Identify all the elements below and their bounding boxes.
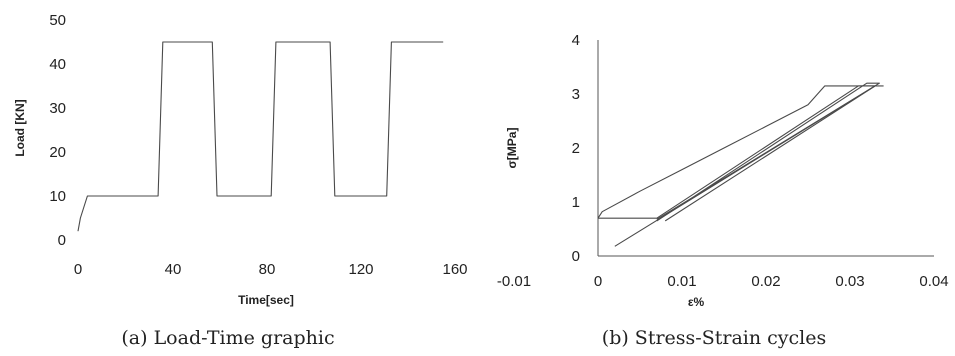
chart-a-caption: (a) Load-Time graphic <box>121 327 334 349</box>
chart-a-y-ticks: 0 10 20 30 40 50 <box>49 12 66 249</box>
chart-a-series-line-1 <box>77 41 444 232</box>
chart-a-xtick: 120 <box>348 261 373 278</box>
chart-b-ytick: 1 <box>572 194 580 211</box>
chart-b-ytick: 0 <box>572 248 580 265</box>
chart-b-series-line-2 <box>598 85 876 222</box>
chart-b-ytick: 3 <box>572 86 580 103</box>
chart-a-ytick: 30 <box>49 100 66 117</box>
chart-a-xtick: 160 <box>442 261 467 278</box>
chart-b-xtick: 0 <box>594 273 602 290</box>
chart-b-caption: (b) Stress-Strain cycles <box>602 327 826 349</box>
chart-a-xtick: 80 <box>259 261 276 278</box>
chart-a-x-ticks: 0 40 80 120 160 <box>74 261 468 278</box>
chart-a-ytick: 10 <box>49 188 66 205</box>
chart-a-series-group <box>77 41 444 232</box>
chart-b-xlabel: ε% <box>688 295 705 309</box>
chart-b-ytick: 4 <box>572 32 580 49</box>
chart-b-y-ticks: 0 1 2 3 4 <box>572 32 580 265</box>
chart-b-series-group <box>597 82 884 247</box>
chart-a-xtick: 0 <box>74 261 82 278</box>
chart-a-ytick: 40 <box>49 56 66 73</box>
chart-b-series-line-4 <box>614 85 884 247</box>
chart-a-xlabel: Time[sec] <box>238 293 294 307</box>
chart-b-ylabel: σ[MPa] <box>505 128 519 169</box>
chart-b-x-ticks: -0.01 0 0.01 0.02 0.03 0.04 <box>497 273 949 290</box>
chart-a-ytick: 0 <box>58 232 66 249</box>
chart-b-ytick: 2 <box>572 140 580 157</box>
chart-b-xtick: 0.03 <box>835 273 864 290</box>
chart-b-xtick: -0.01 <box>497 273 531 290</box>
chart-a-xtick: 40 <box>165 261 182 278</box>
chart-b-xtick: 0.02 <box>751 273 780 290</box>
chart-a-ylabel: Load [KN] <box>13 99 27 156</box>
chart-b-xtick: 0.04 <box>919 273 948 290</box>
chart-b-xtick: 0.01 <box>667 273 696 290</box>
chart-a-ytick: 20 <box>49 144 66 161</box>
chart-b-series-line-1 <box>597 85 876 219</box>
chart-a-ytick: 50 <box>49 12 66 29</box>
chart-stress-strain: σ[MPa] 0 1 2 3 4 -0.01 0 0.01 0.02 0.03 … <box>497 32 949 349</box>
chart-load-time: Load [KN] 0 10 20 30 40 50 0 40 80 120 1… <box>13 12 468 349</box>
